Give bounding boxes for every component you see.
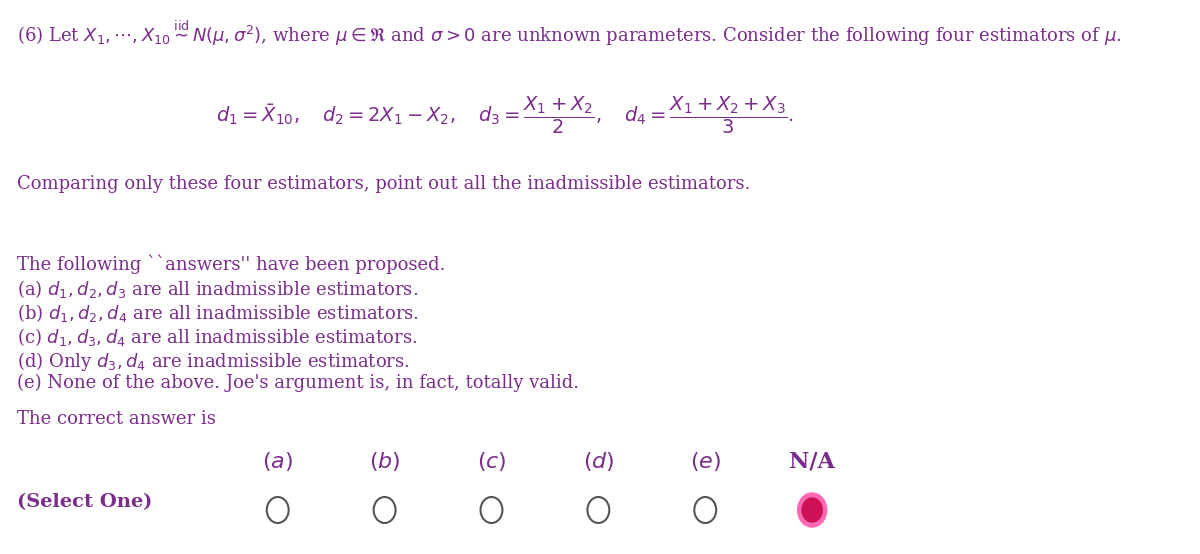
Text: The correct answer is: The correct answer is — [17, 410, 216, 428]
Text: N/A: N/A — [790, 450, 835, 472]
Text: $d_1 = \bar{X}_{10}, \quad d_2 = 2X_1 - X_2, \quad d_3 = \dfrac{X_1 + X_2}{2}, \: $d_1 = \bar{X}_{10}, \quad d_2 = 2X_1 - … — [216, 95, 794, 136]
Text: $(b)$: $(b)$ — [368, 450, 401, 473]
Ellipse shape — [799, 494, 826, 526]
Text: (c) $d_1, d_3, d_4$ are all inadmissible estimators.: (c) $d_1, d_3, d_4$ are all inadmissible… — [17, 326, 418, 348]
Text: The following ``answers'' have been proposed.: The following ``answers'' have been prop… — [17, 255, 445, 274]
Text: $(e)$: $(e)$ — [690, 450, 721, 473]
Text: Comparing only these four estimators, point out all the inadmissible estimators.: Comparing only these four estimators, po… — [17, 175, 750, 193]
Text: $(c)$: $(c)$ — [476, 450, 506, 473]
Ellipse shape — [802, 498, 822, 522]
Text: (e) None of the above. Joe's argument is, in fact, totally valid.: (e) None of the above. Joe's argument is… — [17, 374, 578, 392]
Text: (d) Only $d_3, d_4$ are inadmissible estimators.: (d) Only $d_3, d_4$ are inadmissible est… — [17, 350, 409, 373]
Text: (a) $d_1, d_2, d_3$ are all inadmissible estimators.: (a) $d_1, d_2, d_3$ are all inadmissible… — [17, 278, 418, 300]
Text: $(a)$: $(a)$ — [262, 450, 293, 473]
Text: (Select One): (Select One) — [17, 493, 152, 511]
Text: (b) $d_1, d_2, d_4$ are all inadmissible estimators.: (b) $d_1, d_2, d_4$ are all inadmissible… — [17, 302, 419, 324]
Text: (6) Let $X_1, \cdots, X_{10} \overset{\mathrm{iid}}{\sim} N(\mu, \sigma^2)$, whe: (6) Let $X_1, \cdots, X_{10} \overset{\m… — [17, 18, 1122, 48]
Text: $(d)$: $(d)$ — [582, 450, 614, 473]
